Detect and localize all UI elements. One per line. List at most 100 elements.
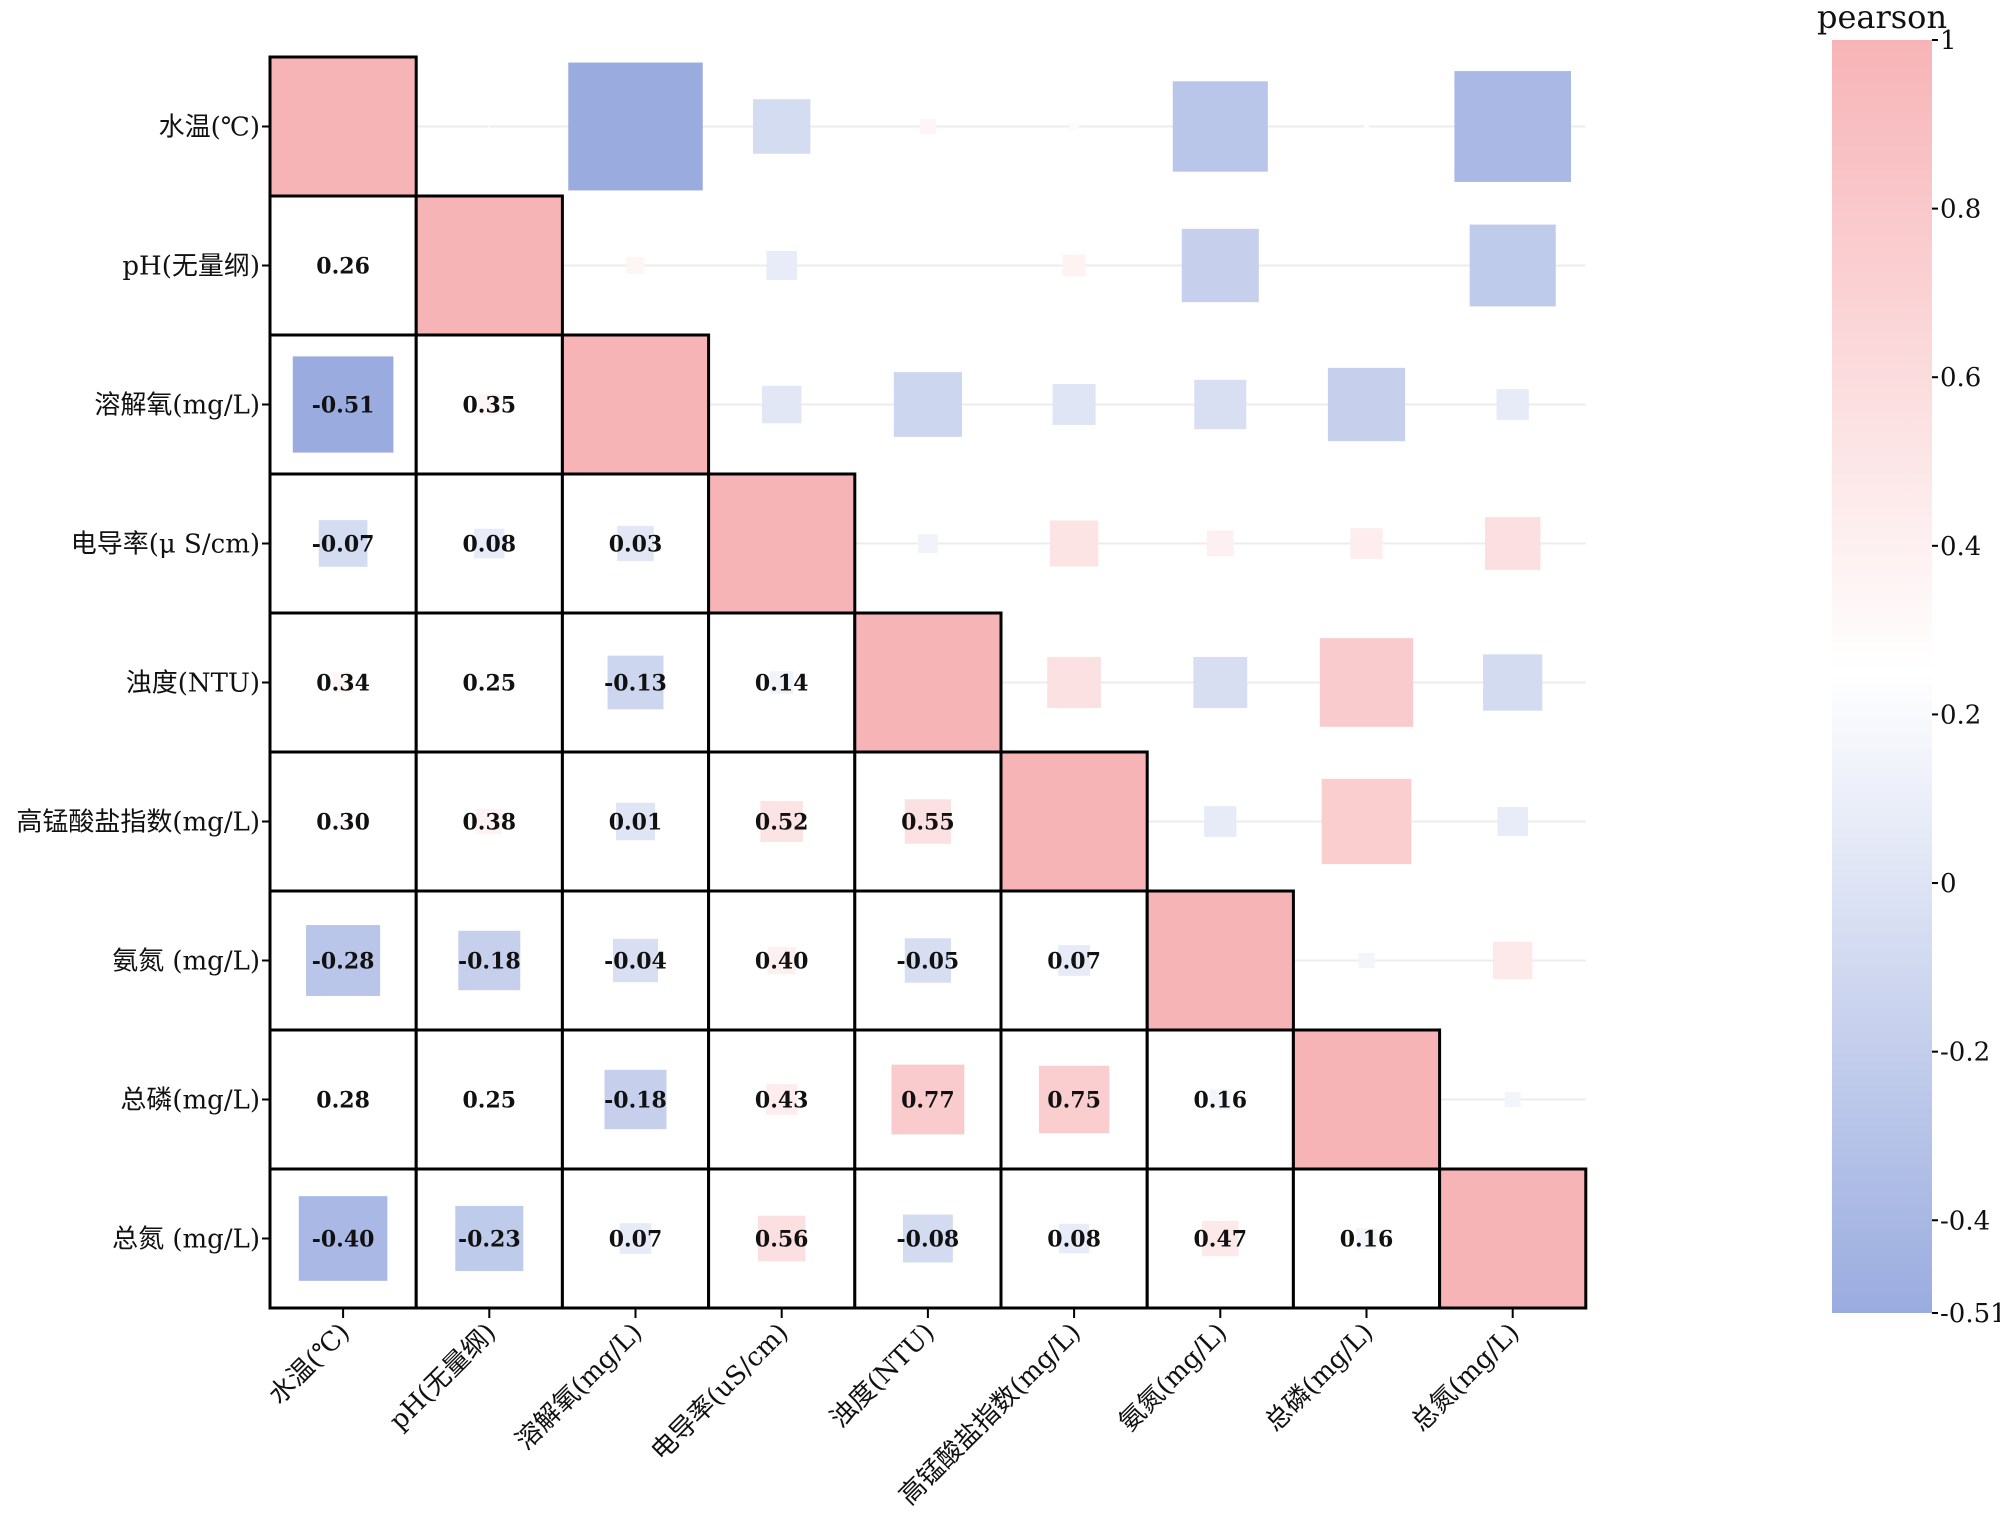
upper-square: [488, 125, 491, 128]
lower-square: [306, 925, 381, 996]
colorbar-tick-label: 0.4: [1940, 532, 1981, 562]
cell-value-label: -0.18: [458, 949, 521, 975]
cell-value-label: 0.38: [463, 810, 517, 836]
cell-value-label: -0.23: [458, 1227, 521, 1253]
cell-value-label: 0.03: [609, 532, 663, 558]
lower-square: [478, 393, 501, 416]
upper-square: [1047, 656, 1102, 709]
lower-square: [337, 259, 349, 272]
cell-value-label: 0.26: [316, 254, 370, 280]
cell-value-label: -0.28: [312, 949, 375, 975]
cell-value-label: -0.05: [897, 949, 960, 975]
cell-value-label: -0.04: [604, 949, 667, 975]
lower-square: [617, 525, 654, 562]
colorbar-tick-label: 1: [1940, 26, 1957, 56]
upper-square: [1062, 254, 1086, 277]
row-label: 水温(℃): [159, 113, 260, 143]
cell-value-label: -0.40: [312, 1227, 375, 1253]
cell-value-label: 0.07: [609, 1227, 663, 1253]
upper-square: [1194, 379, 1247, 430]
diagonal-cell: [414, 194, 564, 337]
upper-square: [1327, 367, 1406, 442]
upper-square: [753, 99, 811, 154]
column-label: 电导率(uS/cm): [646, 1318, 795, 1467]
cell-value-label: 0.01: [609, 810, 663, 836]
colorbar-tick-label: 0: [1940, 869, 1957, 899]
cell-value-label: 0.30: [316, 810, 370, 836]
lower-square: [476, 809, 503, 834]
diagonal-cell: [1291, 1028, 1442, 1171]
cell-value-label: -0.51: [312, 393, 375, 419]
cell-value-label: 0.43: [755, 1088, 809, 1114]
upper-square: [1358, 952, 1375, 969]
cell-value-label: 0.16: [1194, 1088, 1248, 1114]
upper-square: [1172, 81, 1268, 172]
cell-value-label: 0.47: [1194, 1227, 1248, 1253]
row-label: 氨氮 (mg/L): [112, 947, 260, 977]
lower-square: [1356, 1228, 1377, 1249]
cell-value-label: 0.28: [316, 1088, 370, 1114]
cell-value-label: -0.18: [604, 1088, 667, 1114]
cell-value-label: 0.25: [463, 1088, 517, 1114]
upper-square: [1052, 384, 1096, 425]
lower-square: [484, 677, 495, 688]
cell-value-label: 0.07: [1047, 949, 1101, 975]
upper-square: [1484, 517, 1541, 570]
diagonal-cell: [853, 611, 1003, 754]
diagonal-cell: [268, 55, 418, 198]
upper-square: [1483, 654, 1543, 711]
upper-square: [1350, 528, 1383, 559]
colorbar-tick-label: 0.2: [1940, 700, 1981, 730]
upper-square: [1206, 530, 1234, 557]
lower-square: [765, 1084, 798, 1115]
lower-square: [604, 1069, 667, 1130]
upper-triangle-squares: [488, 62, 1571, 1108]
column-label: 总磷(mg/L): [1260, 1318, 1380, 1438]
cell-value-label: -0.07: [312, 532, 375, 558]
upper-square: [1454, 71, 1571, 182]
column-labels: 水温(℃) pH(无量纲) 溶解氧(mg/L)电导率(uS/cm) 浊度(NTU)高锰…: [263, 1308, 1526, 1511]
upper-square: [1204, 806, 1237, 837]
upper-square: [1321, 778, 1412, 865]
cell-value-label: 0.08: [1047, 1227, 1101, 1253]
diagonal-cell: [1438, 1167, 1588, 1310]
lower-square: [1038, 1065, 1110, 1134]
cell-value-label: 0.35: [463, 393, 517, 419]
diagonal-cells: [268, 55, 1588, 1310]
upper-square: [919, 118, 936, 135]
lower-square: [332, 672, 354, 693]
colorbar-tick-label: 0.6: [1940, 363, 1981, 393]
lower-square: [770, 671, 794, 694]
colorbar-title: pearson: [1817, 0, 1947, 36]
lower-square: [760, 800, 804, 843]
diagonal-cell: [1145, 889, 1295, 1032]
column-label: 总氮(mg/L): [1406, 1318, 1526, 1438]
upper-square: [1363, 123, 1370, 130]
row-label: pH(无量纲): [122, 252, 260, 282]
upper-square: [766, 251, 797, 280]
lower-square: [767, 946, 796, 975]
cell-value-label: 0.55: [901, 810, 955, 836]
colorbar-gradient: [1832, 40, 1932, 1313]
column-label: 水温(℃): [263, 1318, 356, 1411]
lower-square: [612, 938, 659, 983]
lower-square: [757, 1215, 806, 1262]
lower-square: [1202, 1220, 1239, 1257]
column-label: 氨氮(mg/L): [1113, 1318, 1233, 1438]
cell-value-label: -0.08: [897, 1227, 960, 1253]
cell-value-label: 0.75: [1047, 1088, 1101, 1114]
upper-square: [1492, 941, 1533, 980]
cell-value-label: 0.52: [755, 810, 809, 836]
lower-square: [335, 813, 352, 830]
lower-square: [484, 1094, 495, 1105]
lower-square: [615, 802, 656, 841]
row-label: 高锰酸盐指数(mg/L): [16, 808, 260, 838]
upper-square: [1469, 224, 1556, 307]
row-label: 电导率(μ S/cm): [71, 530, 260, 560]
diagonal-cell: [999, 750, 1149, 893]
lower-square: [298, 1196, 388, 1281]
diagonal-cell: [560, 333, 711, 476]
upper-square: [568, 62, 703, 191]
